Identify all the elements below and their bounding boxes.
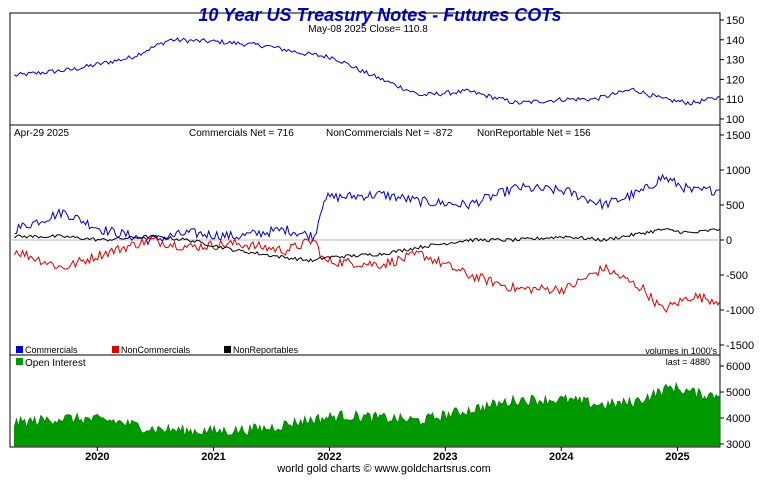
y-tick-label: 150: [726, 15, 744, 27]
cot-report-date: Apr-29 2025: [14, 128, 69, 139]
noncommercials-net-stat: NonCommercials Net = -872: [326, 128, 453, 139]
x-tick-label: 2022: [317, 451, 341, 463]
y-tick-label: 3000: [726, 439, 750, 451]
legend-swatch-commercials: [16, 346, 23, 353]
y-tick-label: 5000: [726, 387, 750, 399]
series-line-commercials: [14, 173, 721, 246]
y-tick-label: 500: [726, 200, 744, 212]
price-close-info: May-08 2025 Close= 110.8: [308, 24, 428, 35]
legend-label-nonreportables: NonReportables: [233, 345, 299, 355]
chart-title: 10 Year US Treasury Notes - Futures COTs: [198, 5, 561, 25]
volumes-note: volumes in 1000's: [645, 346, 717, 356]
x-tick-label: 2021: [201, 451, 225, 463]
open-interest-last: last = 4880: [666, 357, 710, 367]
x-tick-label: 2020: [85, 451, 109, 463]
nonreportable-net-stat: NonReportable Net = 156: [477, 128, 591, 139]
y-tick-label: 1500: [726, 130, 750, 142]
y-tick-label: -500: [726, 270, 748, 282]
y-tick-label: 6000: [726, 361, 750, 373]
y-tick-label: 120: [726, 74, 744, 86]
y-tick-label: -1000: [726, 305, 754, 317]
open-interest-area: [14, 381, 721, 447]
commercials-net-stat: Commercials Net = 716: [189, 128, 294, 139]
footer-credit: world gold charts © www.goldchartsrus.co…: [276, 463, 491, 475]
y-tick-label: 4000: [726, 413, 750, 425]
y-tick-label: 110: [726, 94, 744, 106]
legend-label-open-interest: Open Interest: [25, 358, 86, 369]
legend-swatch-noncommercials: [112, 346, 119, 353]
legend-label-noncommercials: NonCommercials: [121, 345, 191, 355]
y-tick-label: 100: [726, 114, 744, 126]
x-tick-label: 2023: [433, 451, 457, 463]
x-tick-label: 2024: [549, 451, 574, 463]
y-tick-label: -1500: [726, 340, 754, 352]
y-tick-label: 130: [726, 55, 744, 67]
legend-swatch-nonreportables: [224, 346, 231, 353]
legend-label-commercials: Commercials: [25, 345, 78, 355]
y-tick-label: 1000: [726, 165, 750, 177]
series-line-nonreportables: [14, 228, 721, 263]
legend-swatch-open-interest: [16, 358, 23, 365]
y-tick-label: 140: [726, 35, 744, 47]
y-tick-label: 0: [726, 235, 732, 247]
price-series-line: [14, 37, 721, 106]
x-tick-label: 2025: [665, 451, 689, 463]
series-line-noncommercials: [13, 236, 721, 313]
